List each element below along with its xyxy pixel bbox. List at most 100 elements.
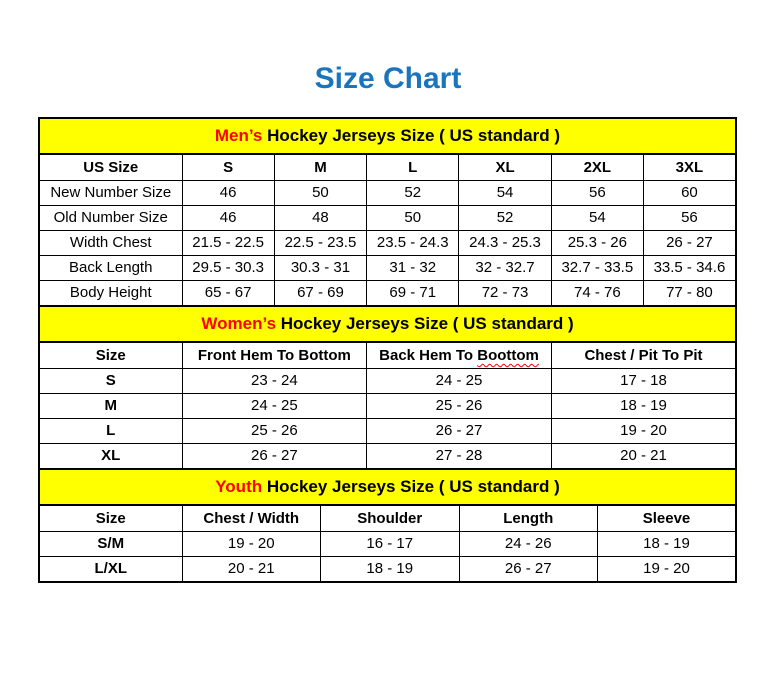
size-value: 19 - 20 bbox=[550, 418, 737, 444]
header-cell: US Size bbox=[38, 153, 183, 181]
size-value: 56 bbox=[642, 205, 737, 231]
size-value: 21.5 - 22.5 bbox=[181, 230, 275, 256]
size-value: 50 bbox=[366, 205, 460, 231]
size-value: 25 - 26 bbox=[181, 418, 368, 444]
header-cell: Chest / Pit To Pit bbox=[550, 341, 737, 369]
size-value: 19 - 20 bbox=[181, 531, 321, 557]
womens-size-table: Women’s Hockey Jerseys Size ( US standar… bbox=[37, 305, 738, 470]
header-cell: M bbox=[273, 153, 368, 181]
youth-title-rest: Hockey Jerseys Size ( US standard ) bbox=[262, 477, 560, 497]
row-label: XL bbox=[38, 443, 183, 470]
size-value: 22.5 - 23.5 bbox=[273, 230, 368, 256]
size-value: 65 - 67 bbox=[181, 280, 275, 307]
header-cell: Size bbox=[38, 341, 183, 369]
size-value: 52 bbox=[458, 205, 552, 231]
size-value: 56 bbox=[550, 180, 644, 206]
size-value: 52 bbox=[366, 180, 460, 206]
size-value: 25 - 26 bbox=[366, 393, 552, 419]
page-title: Size Chart bbox=[314, 62, 462, 95]
table-row: S 23 - 24 24 - 25 17 - 18 bbox=[38, 368, 737, 394]
youth-header-row: Size Chest / Width Shoulder Length Sleev… bbox=[38, 504, 737, 532]
header-cell: Back Hem To Boottom bbox=[366, 341, 552, 369]
size-value: 46 bbox=[181, 180, 275, 206]
table-row: Width Chest 21.5 - 22.5 22.5 - 23.5 23.5… bbox=[38, 230, 737, 256]
table-row: L/XL 20 - 21 18 - 19 26 - 27 19 - 20 bbox=[38, 556, 737, 583]
womens-table-title-row: Women’s Hockey Jerseys Size ( US standar… bbox=[37, 305, 738, 343]
size-value: 18 - 19 bbox=[597, 531, 737, 557]
mens-size-table: Men’s Hockey Jerseys Size ( US standard … bbox=[38, 117, 737, 307]
header-cell-text: Back Hem To bbox=[379, 346, 478, 364]
table-row: Old Number Size 46 48 50 52 54 56 bbox=[38, 205, 737, 231]
size-value: 24 - 25 bbox=[181, 393, 368, 419]
size-value: 23 - 24 bbox=[181, 368, 368, 394]
row-label: Old Number Size bbox=[38, 205, 183, 231]
size-value: 31 - 32 bbox=[366, 255, 460, 281]
womens-header-row: Size Front Hem To Bottom Back Hem To Boo… bbox=[38, 341, 737, 369]
header-cell: S bbox=[181, 153, 275, 181]
table-row: New Number Size 46 50 52 54 56 60 bbox=[38, 180, 737, 206]
size-value: 18 - 19 bbox=[550, 393, 737, 419]
size-value: 48 bbox=[273, 205, 368, 231]
table-row: Body Height 65 - 67 67 - 69 69 - 71 72 -… bbox=[38, 280, 737, 307]
size-value: 30.3 - 31 bbox=[273, 255, 368, 281]
youth-table-title-row: Youth Hockey Jerseys Size ( US standard … bbox=[38, 468, 737, 506]
size-value: 69 - 71 bbox=[366, 280, 460, 307]
size-value: 16 - 17 bbox=[320, 531, 460, 557]
header-cell: XL bbox=[458, 153, 552, 181]
table-row: L 25 - 26 26 - 27 19 - 20 bbox=[38, 418, 737, 444]
size-value: 23.5 - 24.3 bbox=[366, 230, 460, 256]
size-value: 32 - 32.7 bbox=[458, 255, 552, 281]
header-cell: Sleeve bbox=[597, 504, 737, 532]
row-label: Back Length bbox=[38, 255, 183, 281]
youth-title-accent: Youth bbox=[215, 477, 263, 497]
row-label: New Number Size bbox=[38, 180, 183, 206]
size-value: 17 - 18 bbox=[550, 368, 737, 394]
table-row: Back Length 29.5 - 30.3 30.3 - 31 31 - 3… bbox=[38, 255, 737, 281]
table-row: M 24 - 25 25 - 26 18 - 19 bbox=[38, 393, 737, 419]
header-cell: Length bbox=[458, 504, 598, 532]
womens-title-rest: Hockey Jerseys Size ( US standard ) bbox=[276, 314, 574, 334]
size-value: 26 - 27 bbox=[458, 556, 598, 583]
size-value: 26 - 27 bbox=[642, 230, 737, 256]
size-value: 77 - 80 bbox=[642, 280, 737, 307]
youth-size-table: Youth Hockey Jerseys Size ( US standard … bbox=[38, 468, 737, 583]
header-cell: Chest / Width bbox=[181, 504, 321, 532]
mens-title-accent: Men’s bbox=[214, 126, 263, 146]
size-value: 67 - 69 bbox=[273, 280, 368, 307]
size-value: 25.3 - 26 bbox=[550, 230, 644, 256]
row-label: L bbox=[38, 418, 183, 444]
mens-table-title: Men’s Hockey Jerseys Size ( US standard … bbox=[38, 117, 737, 155]
header-cell: 2XL bbox=[550, 153, 644, 181]
row-label: Width Chest bbox=[38, 230, 183, 256]
header-cell: Size bbox=[38, 504, 183, 532]
header-cell: L bbox=[366, 153, 460, 181]
womens-table-title: Women’s Hockey Jerseys Size ( US standar… bbox=[37, 305, 738, 343]
size-value: 46 bbox=[181, 205, 275, 231]
row-label: S bbox=[38, 368, 183, 394]
row-label: M bbox=[38, 393, 183, 419]
size-value: 33.5 - 34.6 bbox=[642, 255, 737, 281]
mens-header-row: US Size S M L XL 2XL 3XL bbox=[38, 153, 737, 181]
size-value: 24 - 25 bbox=[366, 368, 552, 394]
mens-title-rest: Hockey Jerseys Size ( US standard ) bbox=[262, 126, 561, 146]
table-row: S/M 19 - 20 16 - 17 24 - 26 18 - 19 bbox=[38, 531, 737, 557]
size-value: 27 - 28 bbox=[366, 443, 552, 470]
size-tables-stack: Men’s Hockey Jerseys Size ( US standard … bbox=[37, 117, 738, 583]
size-value: 54 bbox=[458, 180, 552, 206]
youth-table-title: Youth Hockey Jerseys Size ( US standard … bbox=[38, 468, 737, 506]
size-value: 19 - 20 bbox=[597, 556, 737, 583]
size-value: 26 - 27 bbox=[366, 418, 552, 444]
row-label: L/XL bbox=[38, 556, 183, 583]
size-value: 50 bbox=[273, 180, 368, 206]
size-value: 72 - 73 bbox=[458, 280, 552, 307]
womens-title-accent: Women’s bbox=[201, 314, 277, 334]
header-cell: 3XL bbox=[642, 153, 737, 181]
header-cell: Shoulder bbox=[320, 504, 460, 532]
row-label: S/M bbox=[38, 531, 183, 557]
header-cell: Front Hem To Bottom bbox=[181, 341, 368, 369]
size-value: 54 bbox=[550, 205, 644, 231]
row-label: Body Height bbox=[38, 280, 183, 307]
size-value: 74 - 76 bbox=[550, 280, 644, 307]
size-value: 24.3 - 25.3 bbox=[458, 230, 552, 256]
